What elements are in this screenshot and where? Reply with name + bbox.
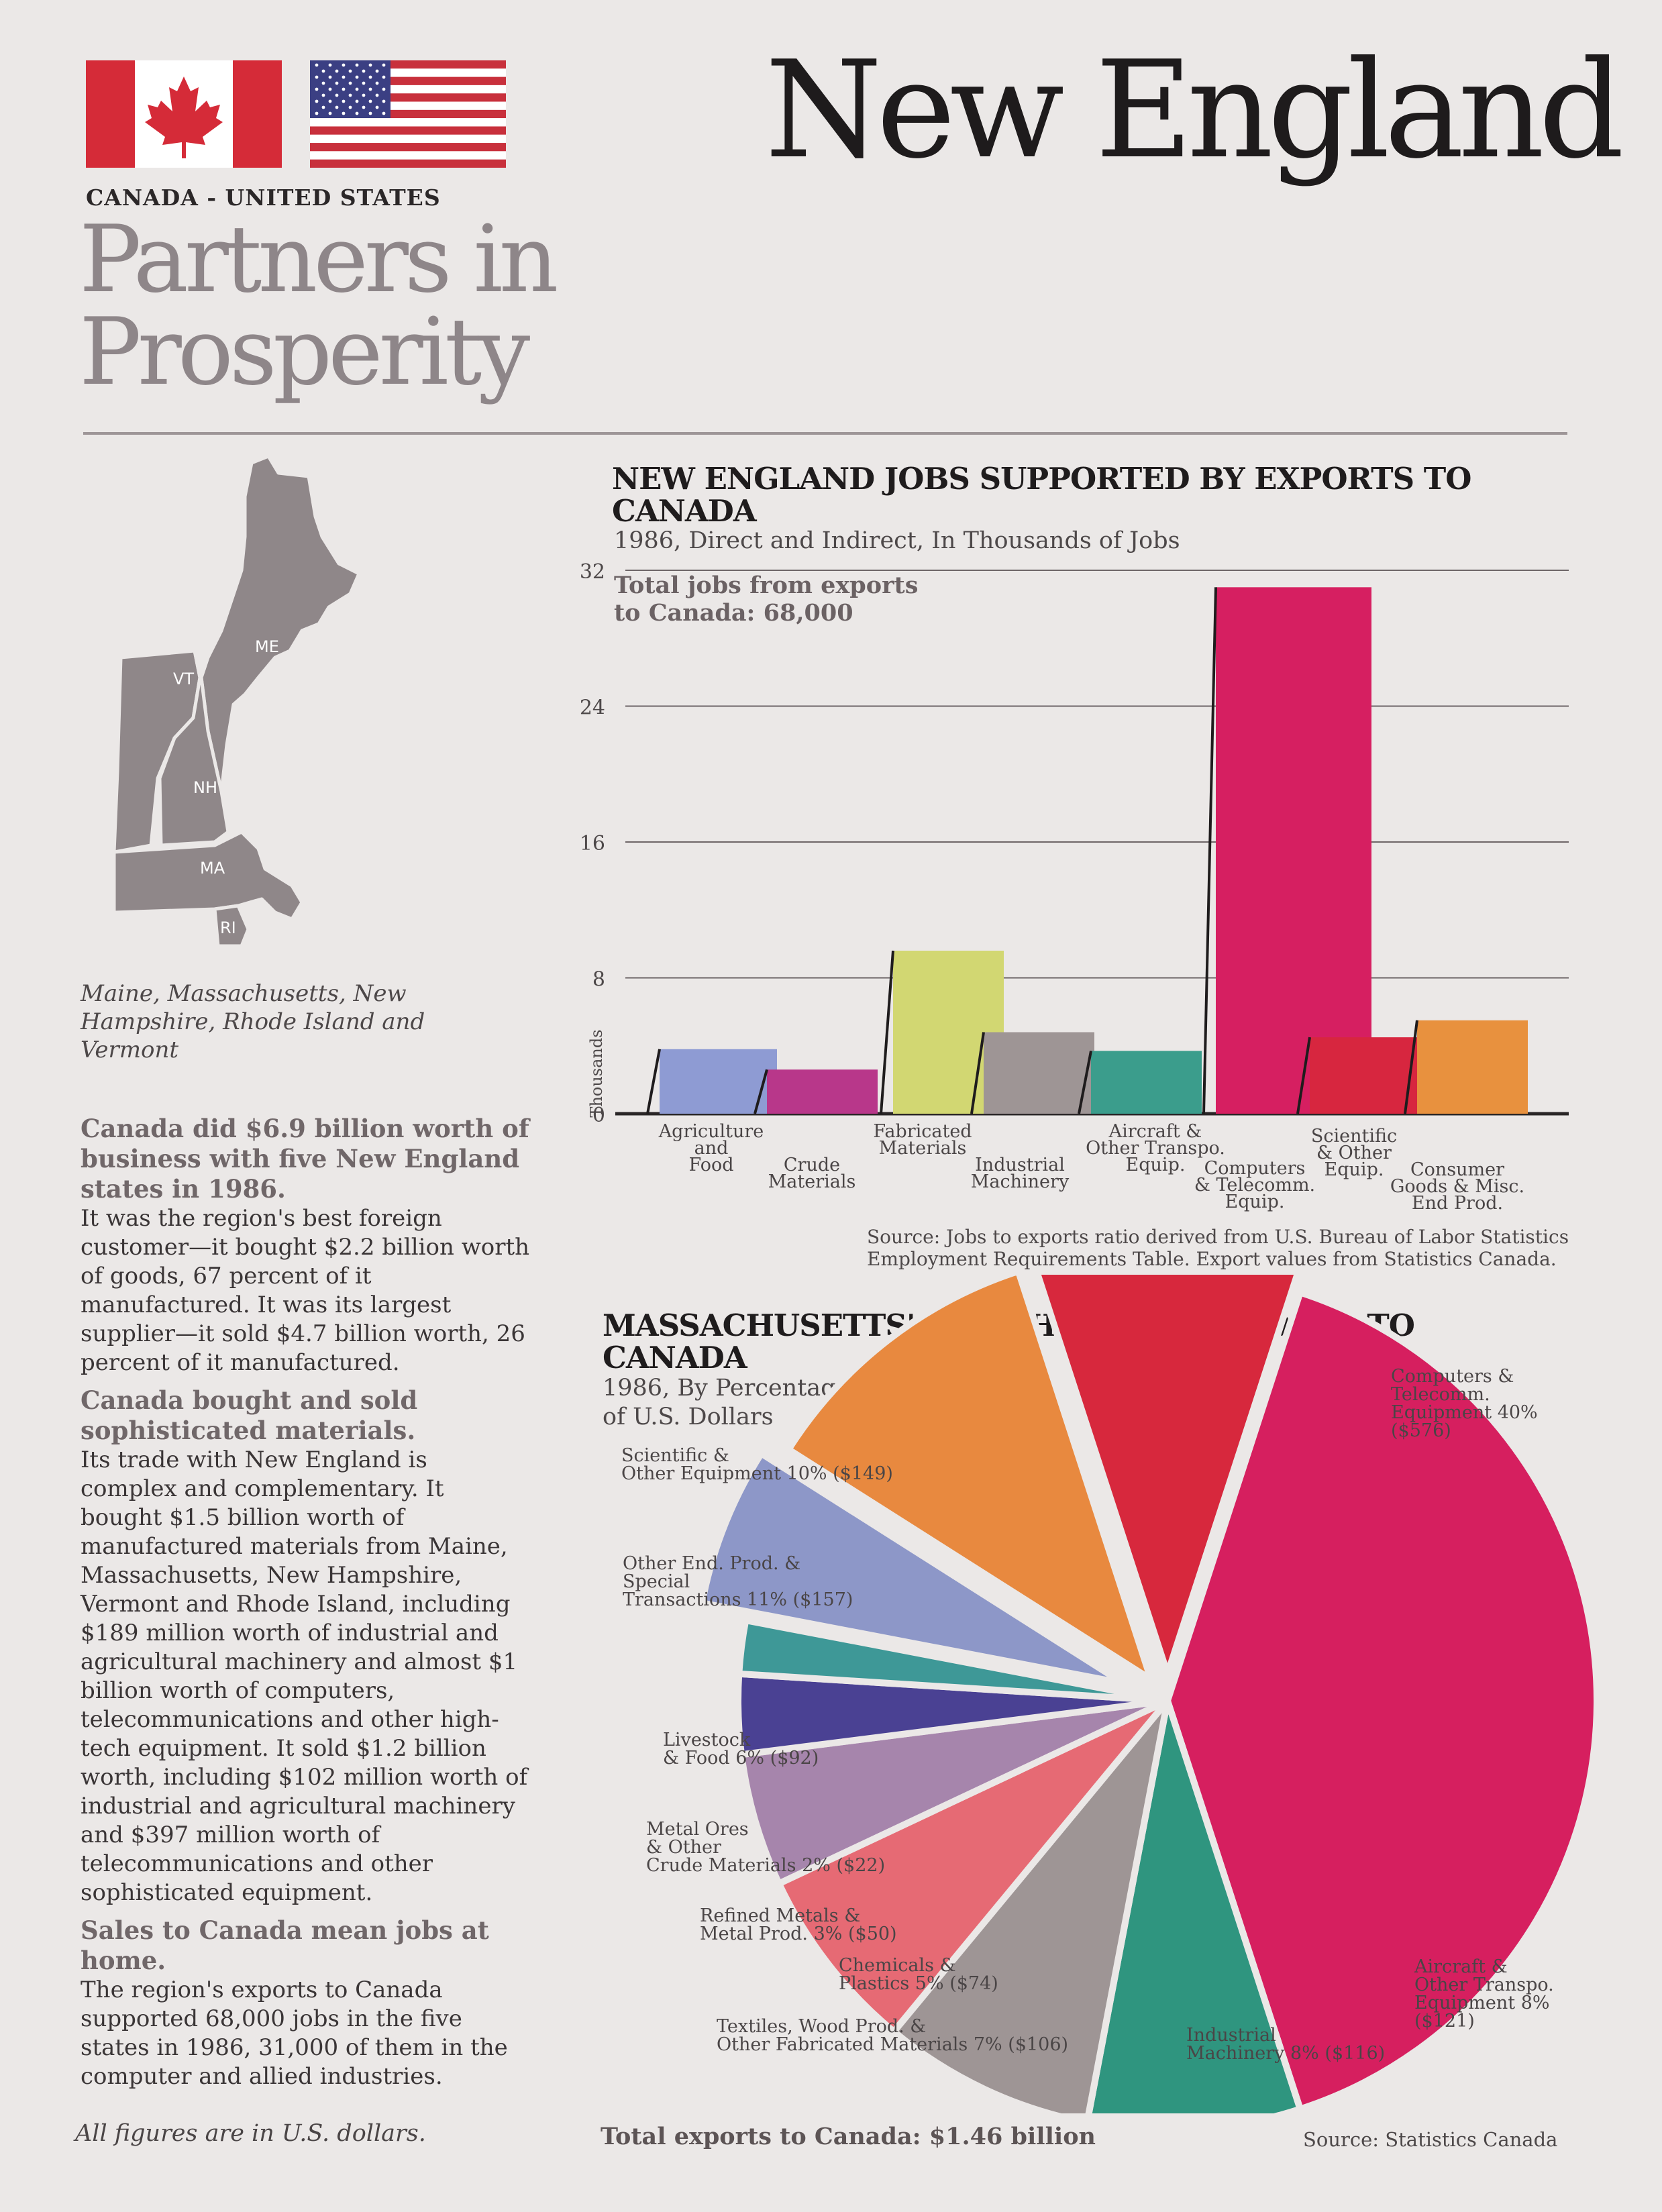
paragraph-business: It was the region's best foreign custome… bbox=[81, 1205, 530, 1376]
bar-shadow-edge bbox=[1078, 1050, 1092, 1114]
pie-chart-source: Source: Statistics Canada bbox=[1303, 2128, 1558, 2151]
bar-group bbox=[970, 1032, 1094, 1114]
bar-chart: 0 8 16 24 32 Thousands Agriculture and Food Crude… bbox=[580, 560, 1569, 1214]
pie-slice-label: Aircraft & Other Transpo. Equipment 8% (… bbox=[1414, 1956, 1554, 2032]
bar-group bbox=[1404, 1020, 1528, 1114]
state-new-hampshire bbox=[158, 649, 230, 847]
bar-shadow-edge bbox=[970, 1032, 985, 1114]
bar-chart-source: Source: Jobs to exports ratio derived fr… bbox=[867, 1226, 1569, 1270]
new-england-map: ME VT NH MA RI bbox=[112, 454, 490, 966]
state-label-me: ME bbox=[255, 637, 279, 656]
pie-slice bbox=[738, 1697, 1171, 1887]
pie-slice bbox=[1085, 1697, 1304, 2113]
pie-slice bbox=[775, 1697, 1171, 2036]
x-tick-label: Scientific & Other Equip. bbox=[1311, 1126, 1397, 1180]
series-title-line-2: Prosperity bbox=[79, 298, 530, 406]
currency-footnote: All figures are in U.S. dollars. bbox=[75, 2120, 426, 2147]
heading-jobs: Sales to Canada mean jobs at home. bbox=[81, 1915, 489, 1975]
state-maine bbox=[199, 454, 361, 794]
canada-flag bbox=[86, 60, 282, 168]
state-label-nh: NH bbox=[193, 778, 217, 797]
bar-group bbox=[1078, 1050, 1202, 1114]
bar-shadow-edge bbox=[1296, 1037, 1311, 1114]
bar-shadow-edge bbox=[754, 1069, 768, 1114]
x-tick-label: Consumer Goods & Misc. End Prod. bbox=[1390, 1159, 1524, 1214]
bar-chart-title: NEW ENGLAND JOBS SUPPORTED BY EXPORTS TO… bbox=[612, 461, 1472, 529]
y-tick-label-24: 24 bbox=[580, 696, 605, 720]
page-title: New England bbox=[765, 32, 1624, 189]
pie-slice-label: Livestock & Food 6% ($92) bbox=[663, 1730, 819, 1769]
us-flag bbox=[310, 60, 506, 168]
pie-slice-label: Refined Metals & Metal Prod. 3% ($50) bbox=[700, 1905, 897, 1944]
pie-slice-label: Chemicals & Plastics 5% ($74) bbox=[839, 1955, 998, 1994]
bar bbox=[767, 1069, 878, 1114]
x-tick-label: Computers & Telecomm. Equip. bbox=[1194, 1158, 1315, 1212]
heading-materials: Canada bought and sold sophisticated mat… bbox=[81, 1385, 418, 1445]
pie-slice-label: Industrial Machinery 8% ($116) bbox=[1186, 2025, 1386, 2064]
pie-slice-label: Textiles, Wood Prod. & Other Fabricated … bbox=[717, 2016, 1069, 2055]
x-tick-label: Crude Materials bbox=[768, 1155, 856, 1192]
bar-chart-subtitle: 1986, Direct and Indirect, In Thousands … bbox=[614, 527, 1180, 554]
bar bbox=[1216, 587, 1371, 1114]
bar bbox=[660, 1049, 777, 1114]
bar bbox=[1091, 1051, 1202, 1114]
state-label-ma: MA bbox=[200, 859, 225, 878]
state-label-vt: VT bbox=[173, 670, 194, 688]
bar-group bbox=[1202, 587, 1371, 1114]
pie-slice bbox=[785, 1275, 1155, 1683]
pie-slice-label: Computers & Telecomm. Equipment 40% ($57… bbox=[1391, 1366, 1538, 1441]
bar-group bbox=[754, 1069, 878, 1114]
country-line: CANADA - UNITED STATES bbox=[86, 185, 441, 211]
bar bbox=[984, 1032, 1094, 1114]
heading-business: Canada did $6.9 billion worth of busines… bbox=[81, 1114, 529, 1204]
paragraph-materials: Its trade with New England is complex an… bbox=[81, 1446, 528, 1906]
series-title: Partners in Prosperity bbox=[79, 205, 559, 406]
bar-chart-annotation: Total jobs from exports to Canada: 68,00… bbox=[614, 572, 919, 627]
pie-chart-total: Total exports to Canada: $1.46 billion bbox=[601, 2123, 1096, 2150]
pie-slice-label: Other End. Prod. & Special Transactions … bbox=[623, 1553, 853, 1610]
header-divider bbox=[83, 432, 1567, 435]
pie-slice bbox=[698, 1450, 1127, 1687]
pie-slice bbox=[890, 1697, 1171, 2113]
y-tick-label-8: 8 bbox=[592, 968, 605, 992]
bar-shadow-edge bbox=[1404, 1020, 1418, 1114]
pie-slice bbox=[1164, 1289, 1600, 2113]
bar-shadow-edge bbox=[1202, 587, 1217, 1114]
y-tick-label-0: 0 bbox=[592, 1104, 605, 1127]
bar bbox=[1417, 1020, 1528, 1114]
y-axis-label: Thousands bbox=[587, 1029, 606, 1117]
y-tick-label-32: 32 bbox=[580, 560, 605, 584]
pie-slice-label: Metal Ores & Other Crude Materials 2% ($… bbox=[646, 1819, 886, 1876]
body-column: Canada did $6.9 billion worth of busines… bbox=[81, 1114, 530, 2099]
state-rhode-island bbox=[213, 904, 250, 948]
pie-slice bbox=[735, 1617, 1171, 1704]
x-tick-label: Fabricated Materials bbox=[873, 1121, 972, 1159]
series-title-line-1: Partners in bbox=[79, 205, 559, 313]
bar-group bbox=[1296, 1037, 1417, 1114]
pie-chart bbox=[698, 1275, 1600, 2113]
bar-shadow-edge bbox=[880, 950, 894, 1114]
x-tick-label: Aircraft & Other Transpo. Equip. bbox=[1086, 1121, 1225, 1175]
state-label-ri: RI bbox=[220, 918, 236, 937]
bar bbox=[1310, 1037, 1417, 1114]
bar-shadow-edge bbox=[646, 1049, 661, 1114]
y-tick-label-16: 16 bbox=[580, 832, 605, 855]
map-caption: Maine, Massachusetts, New Hampshire, Rho… bbox=[81, 980, 425, 1063]
x-tick-label: Agriculture and Food bbox=[658, 1121, 764, 1175]
x-tick-label: Industrial Machinery bbox=[971, 1155, 1070, 1192]
pie-slice-label: Scientific & Other Equipment 10% ($149) bbox=[621, 1445, 893, 1484]
pie-slice bbox=[1034, 1275, 1301, 1677]
paragraph-jobs: The region's exports to Canada supported… bbox=[81, 1977, 508, 2090]
